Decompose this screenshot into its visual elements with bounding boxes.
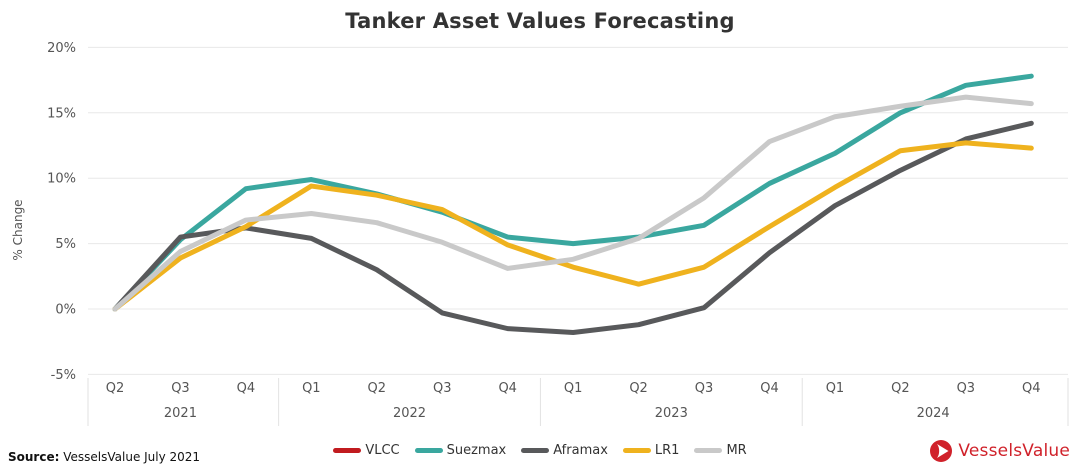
series-line-suezmax[interactable] xyxy=(112,73,1034,312)
x-axis-tick-label: Q2 xyxy=(368,381,387,396)
series-line-aframax[interactable] xyxy=(112,120,1034,336)
year-group-label: 2021 xyxy=(164,406,197,421)
legend-item-vlcc[interactable]: VLCC xyxy=(333,443,400,458)
line-chart: 20% 15% 10% 5% 0% -5% Q2 Q3 Q4 Q1 Q2 Q3 Q4 Q1 Q2 Q3 Q4 Q1… xyxy=(47,41,1069,426)
x-axis-tick-label: Q4 xyxy=(498,381,517,396)
chart-title: Tanker Asset Values Forecasting xyxy=(345,9,735,33)
vesselsvalue-logo: VesselsValue xyxy=(929,439,1070,463)
y-axis-tick-label: 5% xyxy=(55,237,76,252)
chart-legend: VLCC Suezmax Aframax LR1 MR xyxy=(0,443,1080,458)
x-axis-tick-label: Q2 xyxy=(629,381,648,396)
legend-label: Aframax xyxy=(553,443,608,458)
legend-swatch-lr1 xyxy=(622,448,651,453)
x-axis-tick-label: Q4 xyxy=(237,381,256,396)
year-group-label: 2022 xyxy=(393,406,426,421)
source-note: Source: VesselsValue July 2021 xyxy=(8,450,200,464)
legend-label: LR1 xyxy=(654,443,680,458)
x-axis-tick-label: Q1 xyxy=(564,381,583,396)
legend-swatch-mr xyxy=(694,448,723,453)
legend-item-aframax[interactable]: Aframax xyxy=(521,443,608,458)
x-axis-tick-label: Q3 xyxy=(171,381,190,396)
y-axis-tick-label: -5% xyxy=(51,368,76,383)
x-axis-tick-label: Q4 xyxy=(760,381,779,396)
series-line-mr[interactable] xyxy=(112,94,1034,312)
x-axis-tick-label: Q3 xyxy=(695,381,714,396)
x-axis-tick-label: Q2 xyxy=(106,381,125,396)
legend-label: MR xyxy=(726,443,747,458)
legend-swatch-aframax xyxy=(521,448,550,453)
year-group-label: 2024 xyxy=(917,406,950,421)
legend-item-mr[interactable]: MR xyxy=(694,443,747,458)
vesselsvalue-logo-text: VesselsValue xyxy=(958,441,1070,461)
y-axis-tick-label: 0% xyxy=(55,303,76,318)
y-axis-tick-label: 15% xyxy=(47,106,76,121)
x-axis-tick-label: Q3 xyxy=(957,381,976,396)
y-axis-tick-label: 10% xyxy=(47,172,76,187)
year-group-label: 2023 xyxy=(655,406,688,421)
source-label: Source: xyxy=(8,450,60,464)
y-axis-tick-label: 20% xyxy=(47,41,76,56)
vesselsvalue-logo-icon xyxy=(930,440,953,462)
x-axis-tick-label: Q4 xyxy=(1022,381,1041,396)
x-axis-tick-label: Q1 xyxy=(826,381,845,396)
legend-swatch-vlcc xyxy=(333,448,362,453)
legend-label: Suezmax xyxy=(446,443,507,458)
x-axis-tick-label: Q1 xyxy=(302,381,321,396)
legend-label: VLCC xyxy=(365,443,400,458)
series-line-lr1[interactable] xyxy=(112,140,1034,312)
legend-item-suezmax[interactable]: Suezmax xyxy=(414,443,507,458)
x-axis-tick-label: Q2 xyxy=(891,381,910,396)
x-axis-tick-label: Q3 xyxy=(433,381,452,396)
source-text: VesselsValue July 2021 xyxy=(63,450,201,464)
legend-item-lr1[interactable]: LR1 xyxy=(622,443,680,458)
legend-swatch-suezmax xyxy=(414,448,443,453)
